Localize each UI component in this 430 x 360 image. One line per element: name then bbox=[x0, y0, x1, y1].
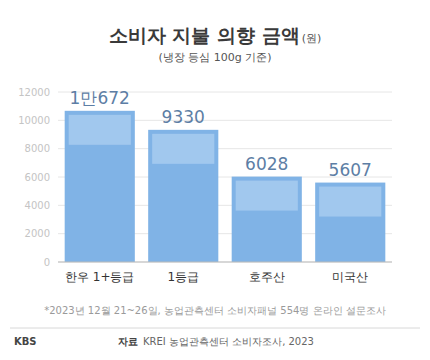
y-tick-label: 6000 bbox=[25, 172, 50, 183]
x-tick-label: 호주산 bbox=[249, 270, 285, 284]
bar bbox=[65, 111, 135, 262]
banknote-decoration bbox=[69, 115, 131, 145]
logo: KBS bbox=[14, 336, 37, 347]
y-tick-label: 2000 bbox=[25, 228, 50, 239]
source-label: 자료 bbox=[118, 336, 138, 347]
banknote-decoration bbox=[319, 187, 381, 217]
x-tick-label: 1등급 bbox=[167, 270, 199, 284]
bars bbox=[65, 111, 386, 262]
title-group: 소비자 지불 의향 금액(원) bbox=[109, 24, 321, 46]
subtitle: (냉장 등심 100g 기준) bbox=[158, 51, 271, 64]
footer-rule bbox=[10, 328, 420, 329]
bar bbox=[315, 183, 385, 262]
source-group: 자료 KREI 농업관측센터 소비자조사, 2023 bbox=[118, 336, 314, 347]
y-tick-label: 8000 bbox=[25, 143, 50, 154]
data-label: 5607 bbox=[329, 160, 372, 180]
source: KREI 농업관측센터 소비자조사, 2023 bbox=[143, 336, 314, 347]
banknote-decoration bbox=[236, 181, 298, 211]
data-label: 9330 bbox=[162, 107, 205, 127]
x-axis-line bbox=[58, 262, 392, 263]
x-tick-label: 미국산 bbox=[332, 270, 368, 284]
chart-container: 소비자 지불 의향 금액(원) (냉장 등심 100g 기준) 0 2000 4000 6… bbox=[0, 0, 430, 360]
x-tick-label: 한우 1+등급 bbox=[65, 270, 135, 284]
grid-line bbox=[58, 262, 392, 263]
title: 소비자 지불 의향 금액 bbox=[109, 24, 300, 46]
unit-label: (원) bbox=[302, 32, 322, 45]
chart-svg: 소비자 지불 의향 금액(원) (냉장 등심 100g 기준) 0 2000 4000 6… bbox=[0, 0, 430, 360]
y-tick-label: 0 bbox=[44, 257, 50, 268]
y-tick-label: 10000 bbox=[18, 115, 50, 126]
banknote-decoration bbox=[152, 134, 214, 164]
y-tick-label: 4000 bbox=[25, 200, 50, 211]
bar bbox=[232, 177, 302, 262]
data-label: 1만672 bbox=[70, 88, 130, 108]
y-tick-label: 12000 bbox=[18, 87, 50, 98]
footnote: *2023년 12월 21~26일, 농업관측센터 소비자패널 554명 온라인… bbox=[44, 305, 386, 316]
data-label: 6028 bbox=[245, 154, 288, 174]
bar bbox=[148, 130, 218, 262]
